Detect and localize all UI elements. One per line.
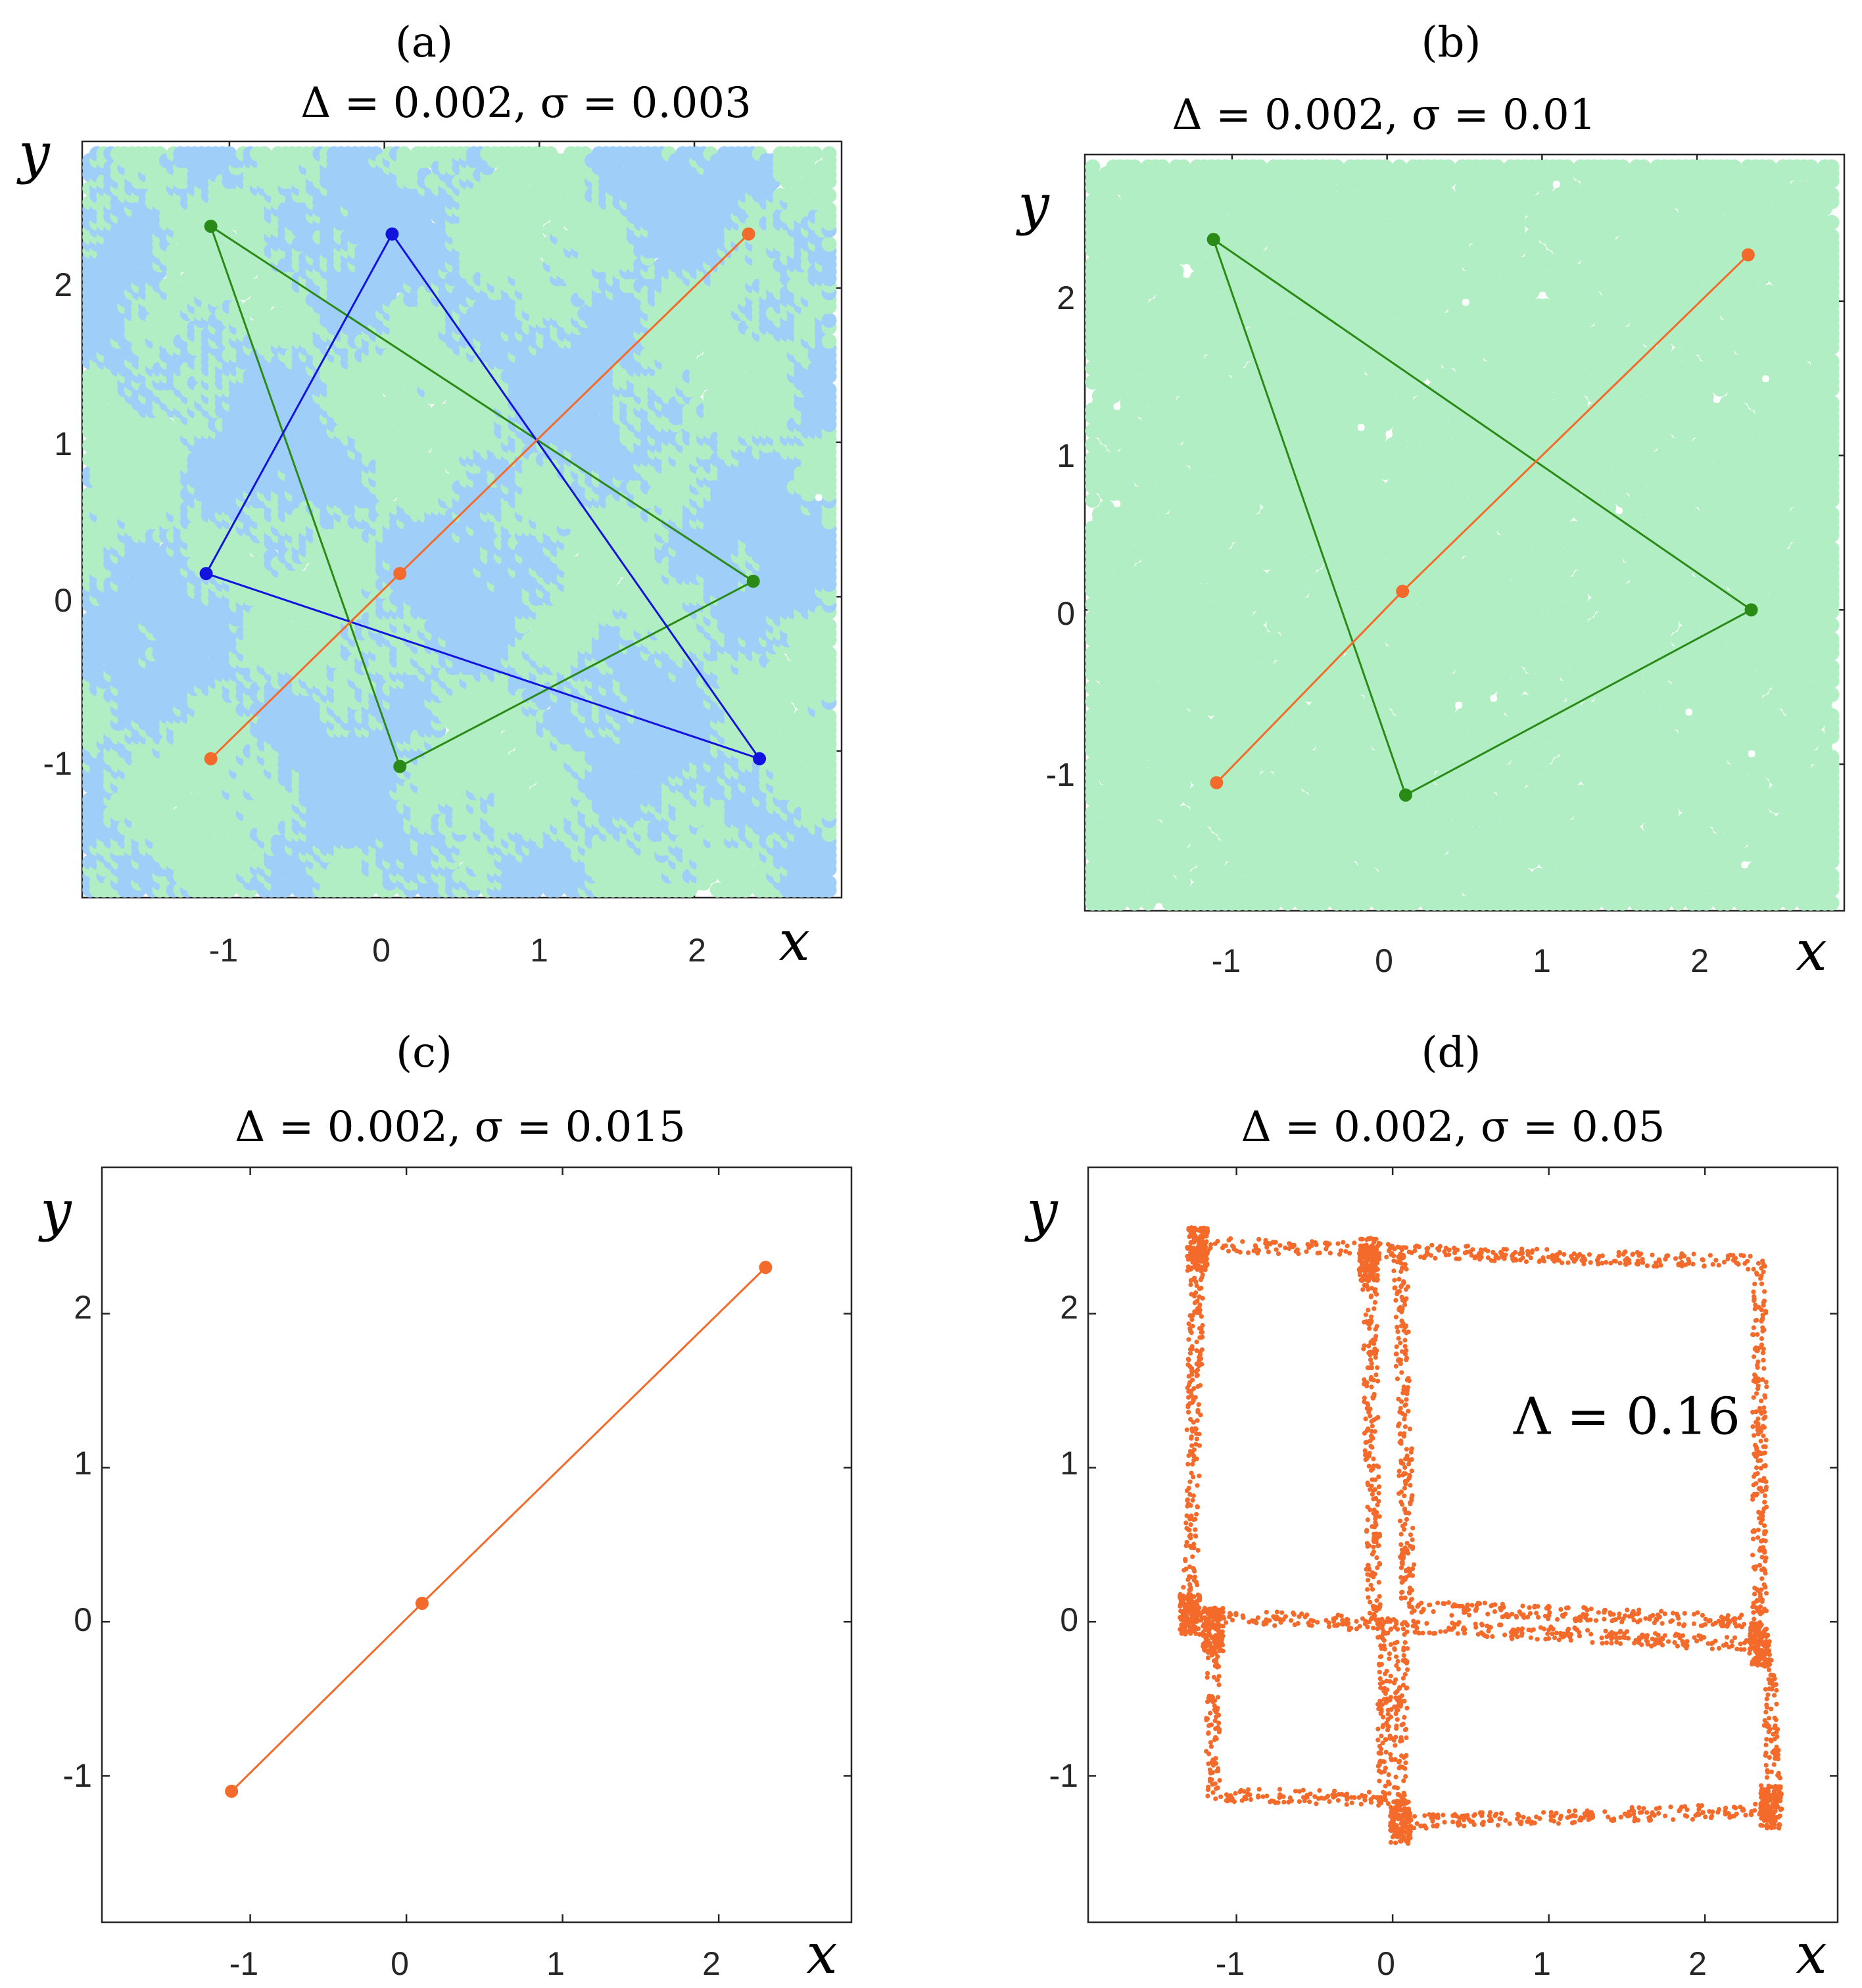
panel-a-label: (a) [395, 18, 453, 67]
panel-a-plot-area [82, 141, 842, 898]
panel-a: (a) Δ = 0.002, σ = 0.003 -1 0 1 2 -1 0 1… [16, 18, 843, 973]
panel-a-plot-frame [81, 140, 843, 899]
panel-a-title: Δ = 0.002, σ = 0.003 [300, 79, 752, 128]
